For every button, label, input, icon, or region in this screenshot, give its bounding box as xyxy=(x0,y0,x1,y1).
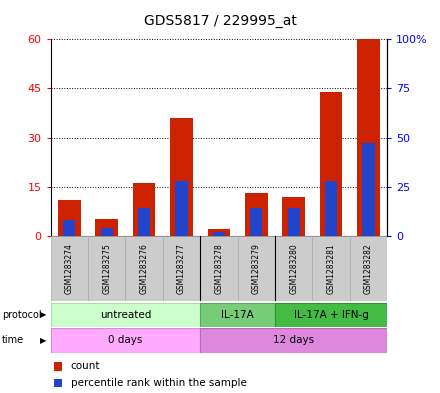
Bar xyxy=(51,328,200,353)
Bar xyxy=(287,208,300,236)
Bar xyxy=(357,39,380,236)
Bar xyxy=(275,303,387,327)
Text: GSM1283277: GSM1283277 xyxy=(177,243,186,294)
Bar xyxy=(175,181,188,236)
Text: GSM1283282: GSM1283282 xyxy=(364,243,373,294)
Bar xyxy=(133,184,155,236)
Bar xyxy=(208,229,230,236)
Text: untreated: untreated xyxy=(100,310,151,320)
Bar xyxy=(282,196,305,236)
Text: protocol: protocol xyxy=(2,310,42,320)
Text: GSM1283279: GSM1283279 xyxy=(252,243,261,294)
Bar xyxy=(312,236,350,301)
Text: GDS5817 / 229995_at: GDS5817 / 229995_at xyxy=(143,14,297,28)
Bar xyxy=(63,220,76,236)
Text: time: time xyxy=(2,335,24,345)
Bar xyxy=(325,181,337,236)
Text: percentile rank within the sample: percentile rank within the sample xyxy=(71,378,247,388)
Text: ▶: ▶ xyxy=(40,336,46,345)
Text: 0 days: 0 days xyxy=(108,335,143,345)
Bar xyxy=(163,236,200,301)
Text: GSM1283278: GSM1283278 xyxy=(214,243,224,294)
Bar xyxy=(54,379,62,387)
Bar xyxy=(362,143,375,236)
Bar xyxy=(350,236,387,301)
Text: GSM1283275: GSM1283275 xyxy=(102,243,111,294)
Bar xyxy=(275,236,312,301)
Text: GSM1283281: GSM1283281 xyxy=(326,243,336,294)
Bar xyxy=(54,362,62,371)
Text: IL-17A + IFN-g: IL-17A + IFN-g xyxy=(293,310,369,320)
Bar xyxy=(200,303,275,327)
Text: GSM1283274: GSM1283274 xyxy=(65,243,74,294)
Bar xyxy=(245,193,268,236)
Bar xyxy=(138,208,150,236)
Bar xyxy=(213,232,225,236)
Text: GSM1283276: GSM1283276 xyxy=(139,243,149,294)
Bar xyxy=(320,92,342,236)
Bar xyxy=(125,236,163,301)
Text: IL-17A: IL-17A xyxy=(221,310,254,320)
Text: 12 days: 12 days xyxy=(273,335,314,345)
Bar xyxy=(51,236,88,301)
Text: count: count xyxy=(71,362,100,371)
Bar xyxy=(100,228,113,236)
Text: GSM1283280: GSM1283280 xyxy=(289,243,298,294)
Text: ▶: ▶ xyxy=(40,310,46,319)
Bar xyxy=(170,118,193,236)
Bar xyxy=(88,236,125,301)
Bar xyxy=(200,236,238,301)
Bar xyxy=(95,219,118,236)
Bar xyxy=(250,208,263,236)
Bar xyxy=(58,200,81,236)
Bar xyxy=(238,236,275,301)
Bar xyxy=(51,303,200,327)
Bar xyxy=(200,328,387,353)
